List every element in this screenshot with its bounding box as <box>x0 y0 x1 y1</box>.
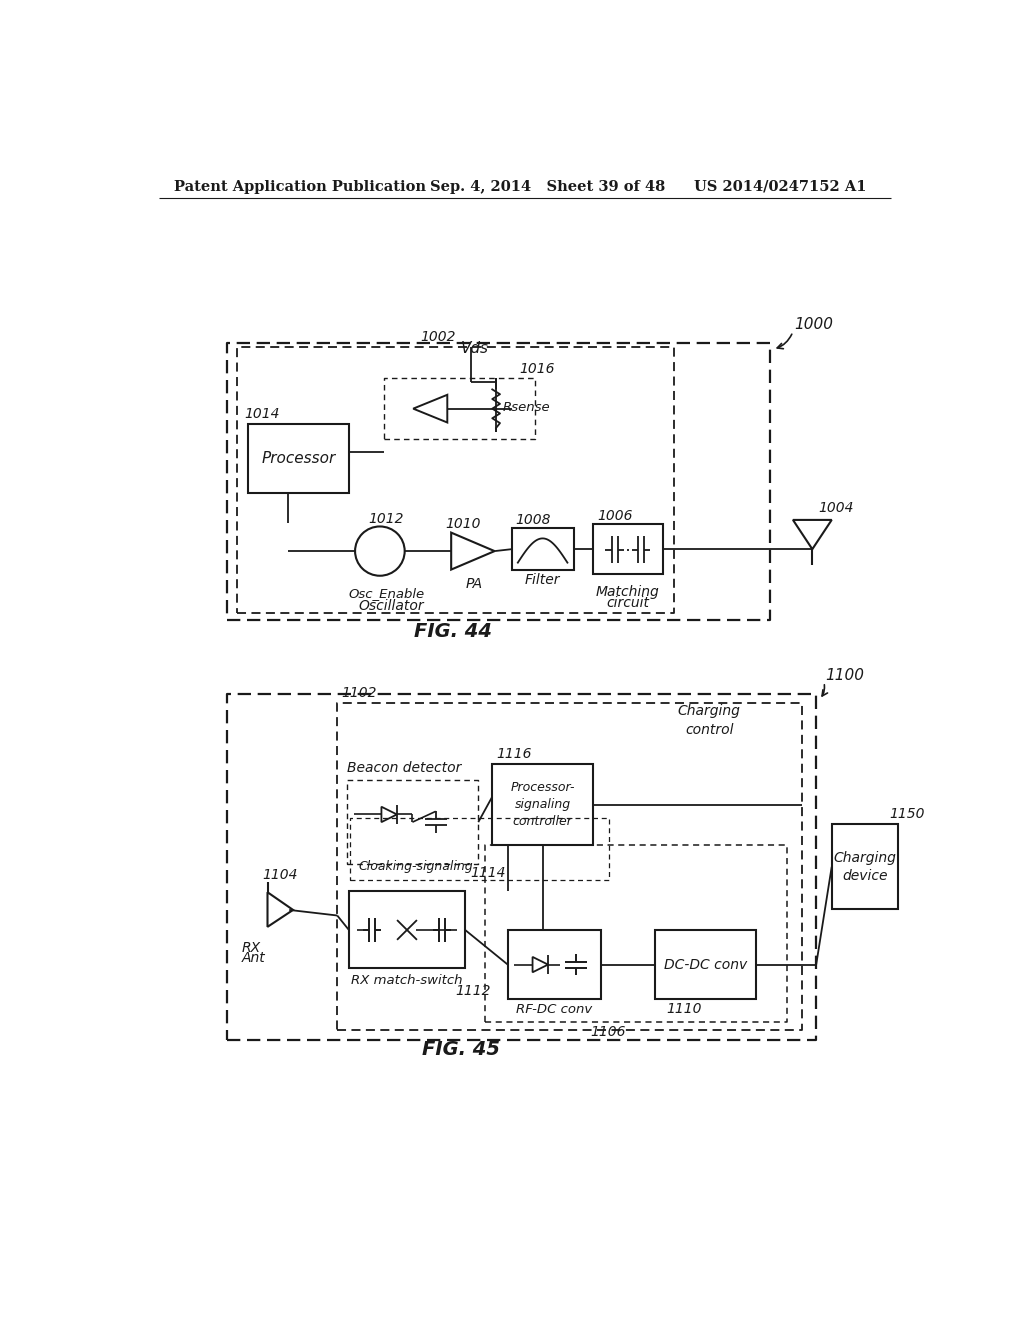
Text: RF-DC conv: RF-DC conv <box>516 1003 592 1016</box>
Text: RX match-switch: RX match-switch <box>351 974 463 987</box>
Text: Sep. 4, 2014   Sheet 39 of 48: Sep. 4, 2014 Sheet 39 of 48 <box>430 180 666 194</box>
Text: PA: PA <box>465 577 482 591</box>
Text: Cloaking-signaling: Cloaking-signaling <box>358 859 473 873</box>
Text: 1014: 1014 <box>245 407 280 421</box>
Text: Processor-
signaling
controller: Processor- signaling controller <box>510 781 574 829</box>
Text: 1104: 1104 <box>262 869 298 882</box>
Text: Rsense: Rsense <box>503 400 550 413</box>
Text: 1114: 1114 <box>471 866 506 880</box>
Text: Charging
device: Charging device <box>834 850 896 883</box>
Bar <box>508 929 601 999</box>
Text: Processor: Processor <box>261 451 336 466</box>
Text: 1106: 1106 <box>590 1026 626 1039</box>
Bar <box>593 524 663 574</box>
Text: Oscillator: Oscillator <box>358 599 424 612</box>
Text: circuit: circuit <box>606 595 649 610</box>
Bar <box>512 528 573 570</box>
Bar <box>831 825 898 909</box>
Text: 1010: 1010 <box>445 517 481 531</box>
Bar <box>248 424 349 494</box>
Polygon shape <box>414 395 447 422</box>
Text: 1000: 1000 <box>795 317 834 333</box>
Text: Vds: Vds <box>461 341 489 356</box>
Text: DC-DC conv: DC-DC conv <box>664 957 746 972</box>
Text: RX: RX <box>242 940 261 954</box>
Polygon shape <box>532 957 548 973</box>
Text: 1008: 1008 <box>515 513 551 527</box>
Text: 1100: 1100 <box>825 668 864 682</box>
Text: 1004: 1004 <box>818 502 854 515</box>
Text: FIG. 45: FIG. 45 <box>422 1040 501 1060</box>
Bar <box>349 891 465 969</box>
Text: 1016: 1016 <box>519 362 555 376</box>
Polygon shape <box>267 892 293 927</box>
Polygon shape <box>381 807 397 822</box>
Text: 1012: 1012 <box>369 512 403 527</box>
Bar <box>655 929 756 999</box>
Text: Osc_Enable: Osc_Enable <box>349 587 425 601</box>
Text: Patent Application Publication: Patent Application Publication <box>174 180 427 194</box>
Text: Filter: Filter <box>525 573 560 587</box>
Text: 1150: 1150 <box>890 808 926 821</box>
Polygon shape <box>793 520 831 549</box>
Text: Charging
control: Charging control <box>678 704 740 737</box>
Circle shape <box>355 527 404 576</box>
Text: 1102: 1102 <box>341 685 377 700</box>
Text: Beacon detector: Beacon detector <box>346 762 461 775</box>
Text: US 2014/0247152 A1: US 2014/0247152 A1 <box>693 180 866 194</box>
Text: 1002: 1002 <box>421 330 456 345</box>
Text: 1006: 1006 <box>597 510 633 523</box>
Text: FIG. 44: FIG. 44 <box>415 622 493 642</box>
Text: 1116: 1116 <box>496 747 531 762</box>
Text: 1110: 1110 <box>667 1002 702 1016</box>
Polygon shape <box>452 533 495 570</box>
Bar <box>493 764 593 845</box>
Text: 1112: 1112 <box>456 983 492 998</box>
Text: Ant: Ant <box>242 952 265 965</box>
Text: Matching: Matching <box>596 585 659 599</box>
